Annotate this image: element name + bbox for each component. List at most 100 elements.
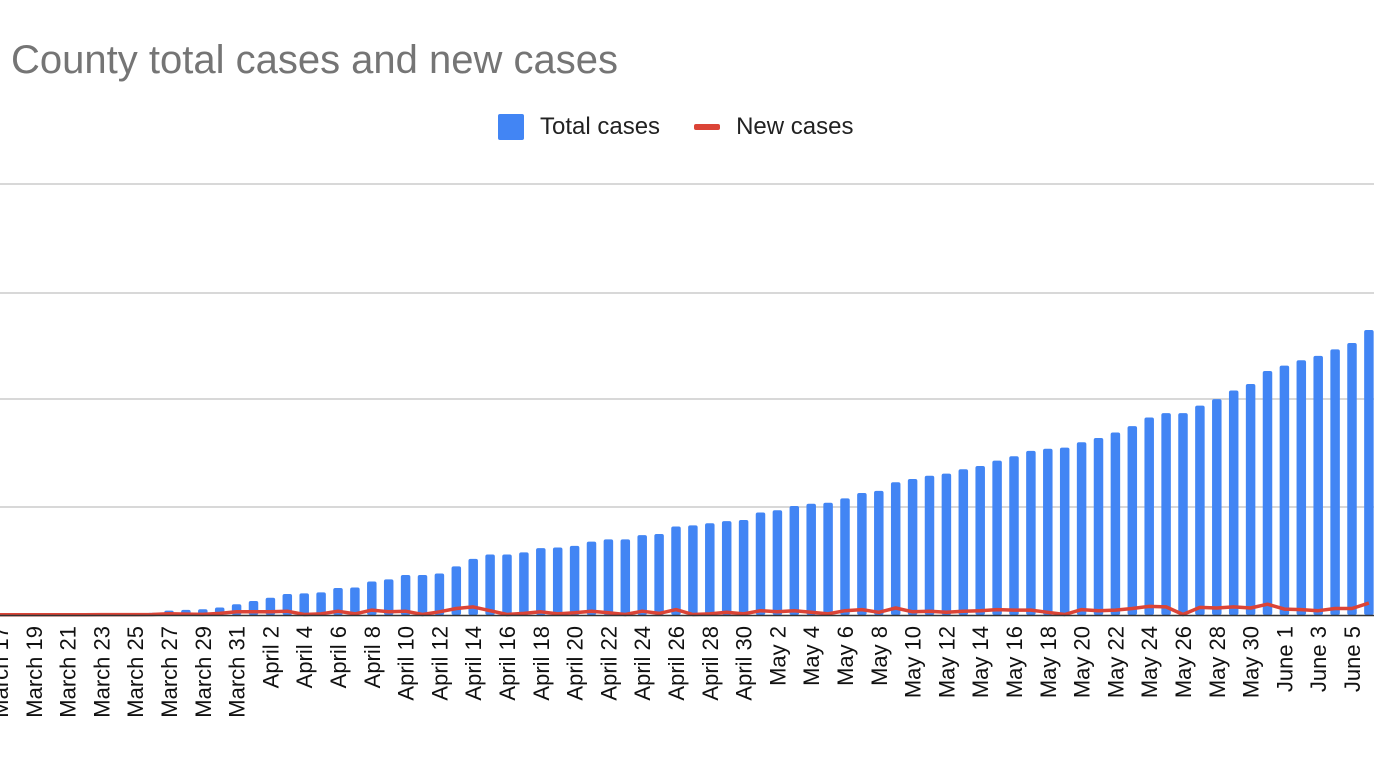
bar-total-cases-may-3: [789, 505, 800, 615]
bar-total-cases-june-4: [1330, 349, 1340, 615]
bar-total-cases-may-27: [1195, 405, 1205, 615]
legend: Total cases New cases: [498, 113, 887, 141]
x-tick-label: May 12: [934, 626, 959, 698]
x-tick-label: May 8: [867, 626, 892, 686]
x-tick-label: April 12: [427, 626, 452, 701]
bar-total-cases-may-6: [840, 498, 850, 615]
bar-total-cases-may-19: [1059, 447, 1070, 615]
bar-total-cases-june-3: [1313, 355, 1323, 615]
bar-total-cases-june-2: [1296, 360, 1307, 615]
bar-total-cases-may-13: [958, 469, 969, 615]
bar-total-cases-april-7: [350, 587, 360, 615]
bar-total-cases-may-11: [924, 475, 935, 615]
x-tick-label: May 6: [833, 626, 858, 686]
x-tick-label: March 25: [123, 626, 148, 718]
bar-series-total-cases: [0, 330, 1374, 615]
legend-swatch-new-cases: [694, 124, 721, 130]
bar-total-cases-april-15: [485, 554, 495, 615]
x-tick-label: April 16: [495, 626, 520, 701]
bar-total-cases-april-25: [654, 534, 664, 615]
bar-total-cases-may-9: [890, 482, 901, 615]
legend-label-new-cases: New cases: [736, 113, 854, 140]
legend-item-new-cases[interactable]: New cases: [694, 113, 853, 141]
x-tick-label: June 1: [1272, 626, 1297, 692]
x-tick-label: May 28: [1205, 626, 1230, 698]
bar-total-cases-april-19: [552, 547, 563, 615]
legend-label-total-cases: Total cases: [540, 113, 661, 140]
bar-total-cases-may-15: [992, 460, 1002, 615]
x-tick-label: March 17: [0, 626, 13, 718]
bar-total-cases-may-18: [1043, 448, 1053, 615]
x-tick-label: March 29: [191, 626, 216, 718]
bar-total-cases-june-5: [1347, 342, 1357, 615]
x-tick-label: May 14: [968, 626, 993, 698]
bar-total-cases-april-26: [671, 526, 681, 615]
x-tick-label: May 18: [1036, 626, 1061, 698]
bar-total-cases-april-8: [367, 581, 377, 615]
x-tick-label: April 14: [461, 626, 486, 701]
bar-total-cases-may-5: [823, 502, 833, 615]
x-tick-label: March 19: [22, 626, 47, 718]
bar-total-cases-april-10: [400, 575, 411, 615]
x-tick-label: April 26: [664, 626, 689, 701]
bar-total-cases-may-16: [1009, 456, 1019, 615]
x-tick-label: April 24: [630, 626, 655, 701]
bar-total-cases-may-12: [941, 473, 952, 615]
x-tick-label: May 22: [1103, 626, 1128, 698]
x-tick-label: April 18: [529, 626, 554, 701]
x-tick-label: April 22: [596, 626, 621, 701]
line-series-new-cases: [0, 601, 1370, 617]
bar-total-cases-april-16: [502, 554, 512, 615]
line-new-cases: [0, 601, 1370, 617]
x-tick-label: May 2: [765, 626, 790, 686]
bar-total-cases-april-14: [468, 558, 478, 615]
x-axis-tick-labels: March 17 March 19 March 21 March 23 March 25…: [0, 626, 1365, 718]
bar-total-cases-may-22: [1110, 432, 1121, 615]
bar-total-cases-may-4: [806, 503, 816, 615]
x-tick-label: March 21: [56, 626, 81, 718]
chart-title: County total cases and new cases: [11, 38, 619, 82]
x-tick-label: March 31: [225, 626, 250, 718]
legend-item-total-cases[interactable]: Total cases: [498, 113, 660, 141]
bar-total-cases-april-9: [383, 579, 394, 615]
x-tick-label: June 5: [1340, 626, 1365, 692]
x-tick-label: May 26: [1171, 626, 1196, 698]
x-tick-label: April 10: [394, 626, 419, 701]
bar-total-cases-may-23: [1127, 426, 1138, 615]
bar-total-cases-may-14: [975, 466, 985, 615]
bar-total-cases-may-21: [1093, 437, 1104, 615]
bar-total-cases-april-22: [603, 539, 614, 615]
bar-total-cases-april-29: [721, 521, 732, 615]
x-tick-label: April 6: [326, 626, 351, 688]
bar-total-cases-april-30: [738, 520, 749, 615]
bar-total-cases-april-27: [688, 525, 698, 615]
bar-total-cases-april-12: [434, 573, 445, 615]
bar-total-cases-june-1: [1279, 365, 1290, 615]
bar-total-cases-may-26: [1178, 413, 1188, 615]
bar-total-cases-may-20: [1076, 442, 1087, 615]
bar-total-cases-april-13: [451, 566, 462, 615]
bar-total-cases-april-17: [519, 552, 529, 615]
x-tick-label: April 2: [258, 626, 283, 688]
x-tick-label: April 8: [360, 626, 385, 688]
x-tick-label: May 24: [1137, 626, 1162, 698]
bar-total-cases-april-20: [569, 545, 580, 615]
bar-total-cases-may-7: [857, 493, 867, 615]
x-tick-label: May 20: [1070, 626, 1095, 698]
x-tick-label: May 4: [799, 626, 824, 686]
x-tick-label: May 10: [901, 626, 926, 698]
x-tick-label: May 30: [1239, 626, 1264, 698]
bar-total-cases-may-17: [1026, 450, 1036, 615]
bar-total-cases-april-6: [333, 588, 343, 615]
bar-total-cases-april-18: [536, 548, 546, 615]
bar-total-cases-april-28: [705, 523, 715, 615]
bar-total-cases-may-24: [1144, 417, 1154, 615]
bar-total-cases-may-31: [1262, 371, 1273, 615]
bar-total-cases-may-8: [874, 490, 884, 615]
bar-total-cases-may-1: [755, 512, 766, 615]
bar-total-cases-may-25: [1161, 413, 1171, 615]
x-tick-label: April 4: [292, 626, 317, 688]
x-tick-label: April 20: [563, 626, 588, 701]
bar-total-cases-may-10: [907, 478, 918, 615]
